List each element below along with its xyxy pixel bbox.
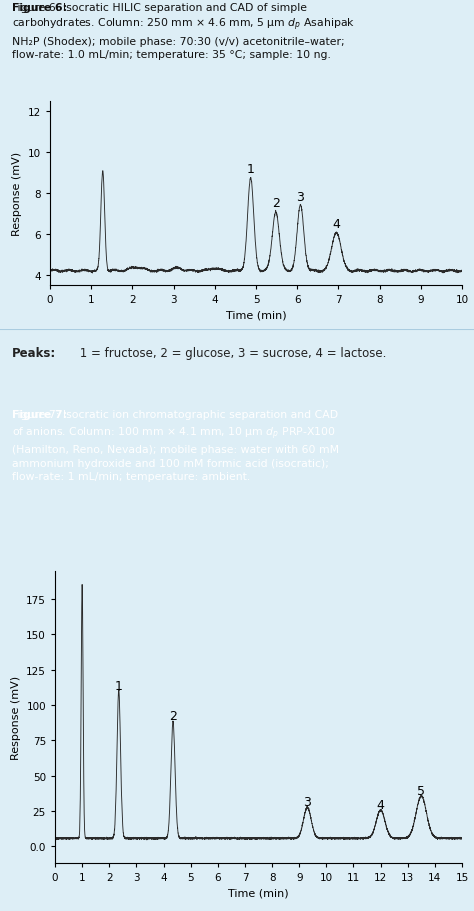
Text: Figure 7:: Figure 7: xyxy=(12,410,67,420)
Text: 1: 1 xyxy=(246,162,255,176)
Text: 2: 2 xyxy=(169,709,177,722)
Y-axis label: Response (mV): Response (mV) xyxy=(10,675,20,759)
Text: 3: 3 xyxy=(297,191,304,204)
Text: 2: 2 xyxy=(272,197,280,210)
Text: Figure 7: Isocratic ion chromatographic separation and CAD
of anions. Column: 10: Figure 7: Isocratic ion chromatographic … xyxy=(12,410,339,482)
X-axis label: Time (min): Time (min) xyxy=(226,311,286,321)
Text: 4: 4 xyxy=(332,218,340,230)
Text: 3: 3 xyxy=(303,795,311,808)
Text: Peaks:: Peaks: xyxy=(12,346,56,359)
Text: 4: 4 xyxy=(377,798,384,811)
Text: Figure 6:: Figure 6: xyxy=(12,3,67,13)
Text: 5: 5 xyxy=(417,783,425,797)
X-axis label: Time (min): Time (min) xyxy=(228,887,289,897)
Text: 1 = fructose, 2 = glucose, 3 = sucrose, 4 = lactose.: 1 = fructose, 2 = glucose, 3 = sucrose, … xyxy=(76,346,386,359)
Text: Figure 6: Isocratic HILIC separation and CAD of simple
carbohydrates. Column: 25: Figure 6: Isocratic HILIC separation and… xyxy=(12,3,355,60)
Y-axis label: Response (mV): Response (mV) xyxy=(12,152,22,236)
Text: 1: 1 xyxy=(115,680,123,692)
